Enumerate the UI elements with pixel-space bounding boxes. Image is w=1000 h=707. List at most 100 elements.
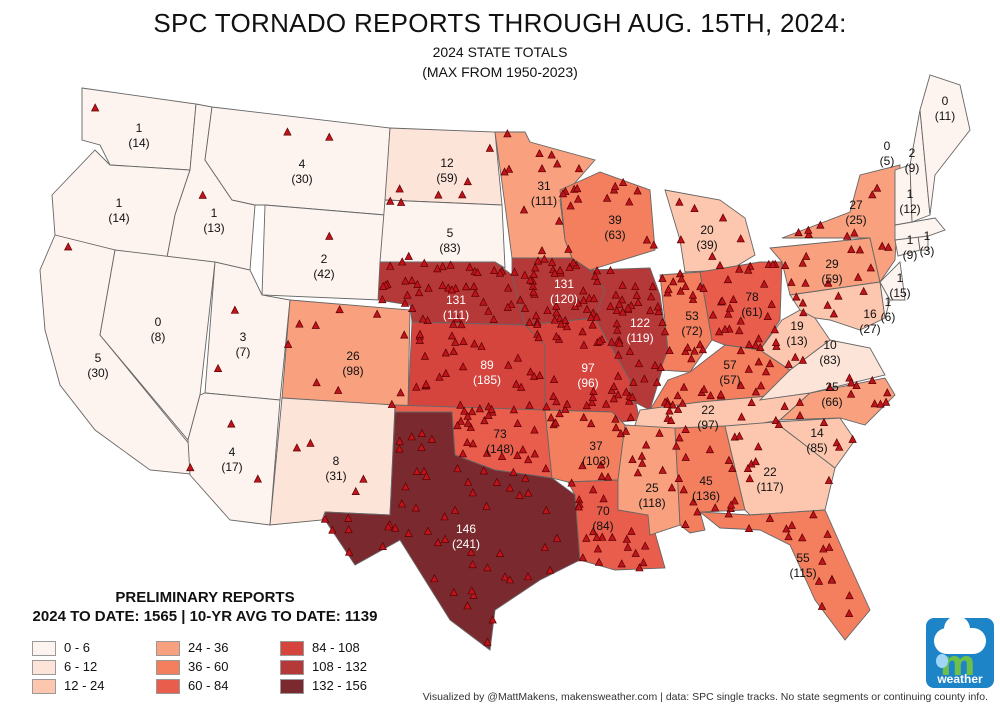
tornado-report-marker	[641, 541, 650, 550]
tornado-report-marker	[466, 422, 475, 431]
tornado-report-marker	[495, 548, 505, 557]
state-max-wisconsin: (63)	[604, 228, 625, 242]
tornado-report-marker	[669, 277, 678, 286]
tornado-report-marker	[571, 301, 580, 310]
tornado-report-marker	[681, 519, 690, 528]
tornado-report-marker	[582, 533, 591, 542]
tornado-report-marker	[760, 279, 769, 288]
legend-label: 60 - 84	[188, 678, 229, 693]
tornado-report-marker	[378, 281, 388, 290]
tornado-report-marker	[253, 474, 262, 483]
tornado-report-marker	[850, 228, 859, 237]
tornado-report-marker	[520, 270, 529, 279]
tornado-report-marker	[618, 280, 627, 289]
tornado-report-marker	[578, 461, 587, 470]
tornado-report-marker	[398, 257, 407, 266]
tornado-report-marker	[606, 301, 615, 310]
tornado-report-marker	[542, 402, 551, 411]
legend-item: 36 - 60	[156, 659, 228, 676]
legend-item: 6 - 12	[32, 659, 97, 676]
tornado-report-marker	[612, 319, 621, 328]
tornado-report-marker	[655, 428, 664, 437]
tornado-report-marker	[690, 203, 699, 213]
tornado-report-marker	[745, 474, 754, 483]
tornado-report-marker	[529, 287, 538, 296]
tornado-report-marker	[816, 220, 825, 229]
tornado-report-marker	[433, 264, 442, 273]
tornado-report-marker	[556, 319, 566, 328]
tornado-report-marker	[763, 311, 772, 320]
tornado-report-marker	[456, 400, 465, 409]
tornado-report-marker	[781, 260, 790, 269]
tornado-report-marker	[751, 387, 761, 396]
tornado-report-marker	[440, 512, 449, 521]
tornado-report-marker	[825, 382, 834, 391]
tornado-report-marker	[623, 542, 632, 551]
tornado-report-marker	[708, 310, 718, 319]
tornado-report-marker	[708, 251, 717, 260]
tornado-report-marker	[412, 466, 422, 475]
state-total-maryland: 16	[863, 307, 877, 321]
tornado-report-marker	[403, 290, 412, 299]
tornado-report-marker	[795, 410, 805, 420]
tornado-report-marker	[213, 363, 223, 373]
tornado-report-marker	[489, 314, 498, 323]
state-total-illinois: 122	[630, 316, 650, 330]
tornado-report-marker	[623, 303, 633, 312]
tornado-report-marker	[475, 404, 485, 413]
tornado-report-marker	[660, 327, 670, 336]
state-max-new-hampshire: (9)	[905, 161, 920, 175]
tornado-report-marker	[866, 263, 876, 272]
tornado-report-marker	[607, 337, 616, 346]
tornado-report-marker	[853, 272, 863, 281]
tornado-report-marker	[652, 377, 662, 386]
tornado-report-marker	[504, 283, 513, 292]
tornado-report-marker	[447, 285, 457, 294]
tornado-report-marker	[625, 346, 635, 355]
tornado-report-marker	[391, 523, 400, 532]
tornado-report-marker	[611, 423, 621, 432]
state-max-connecticut: (9)	[903, 248, 918, 262]
tornado-report-marker	[747, 397, 756, 406]
tornado-report-marker	[537, 246, 547, 255]
state-max-north-carolina: (66)	[821, 395, 842, 409]
tornado-report-marker	[848, 434, 857, 443]
tornado-report-marker	[751, 340, 760, 349]
legend-item: 84 - 108	[280, 640, 360, 657]
tornado-report-marker	[552, 331, 561, 341]
tornado-report-marker	[884, 242, 893, 251]
tornado-report-marker	[673, 391, 682, 400]
tornado-report-marker	[532, 319, 542, 328]
tornado-report-marker	[404, 251, 413, 260]
tornado-report-marker	[675, 197, 684, 206]
state-max-montana: (30)	[291, 172, 312, 186]
tornado-report-marker	[720, 324, 730, 333]
tornado-report-marker	[469, 281, 479, 291]
tornado-report-marker	[64, 242, 73, 251]
tornado-report-marker	[677, 274, 686, 283]
tornado-report-marker	[596, 460, 606, 469]
legend-item: 24 - 36	[156, 640, 228, 657]
tornado-report-marker	[519, 205, 529, 214]
tornado-report-marker	[633, 297, 643, 306]
tornado-report-marker	[430, 574, 439, 583]
tornado-report-marker	[473, 267, 482, 276]
state-ohio	[699, 261, 783, 351]
tornado-report-marker	[715, 260, 725, 270]
tornado-report-marker	[500, 572, 510, 581]
tornado-report-marker	[578, 553, 588, 562]
tornado-report-marker	[665, 406, 674, 415]
tornado-report-marker	[729, 294, 738, 304]
tornado-report-marker	[587, 397, 597, 407]
tornado-report-marker	[632, 290, 641, 299]
tornado-report-marker	[588, 527, 598, 536]
tornado-report-marker	[546, 413, 556, 422]
tornado-report-marker	[606, 265, 615, 275]
tornado-report-marker	[483, 637, 492, 646]
tornado-report-marker	[503, 129, 512, 138]
tornado-report-marker	[531, 263, 540, 272]
tornado-report-marker	[615, 338, 624, 347]
state-total-south-carolina: 14	[810, 426, 824, 440]
tornado-report-marker	[505, 575, 515, 584]
tornado-report-marker	[384, 522, 393, 531]
